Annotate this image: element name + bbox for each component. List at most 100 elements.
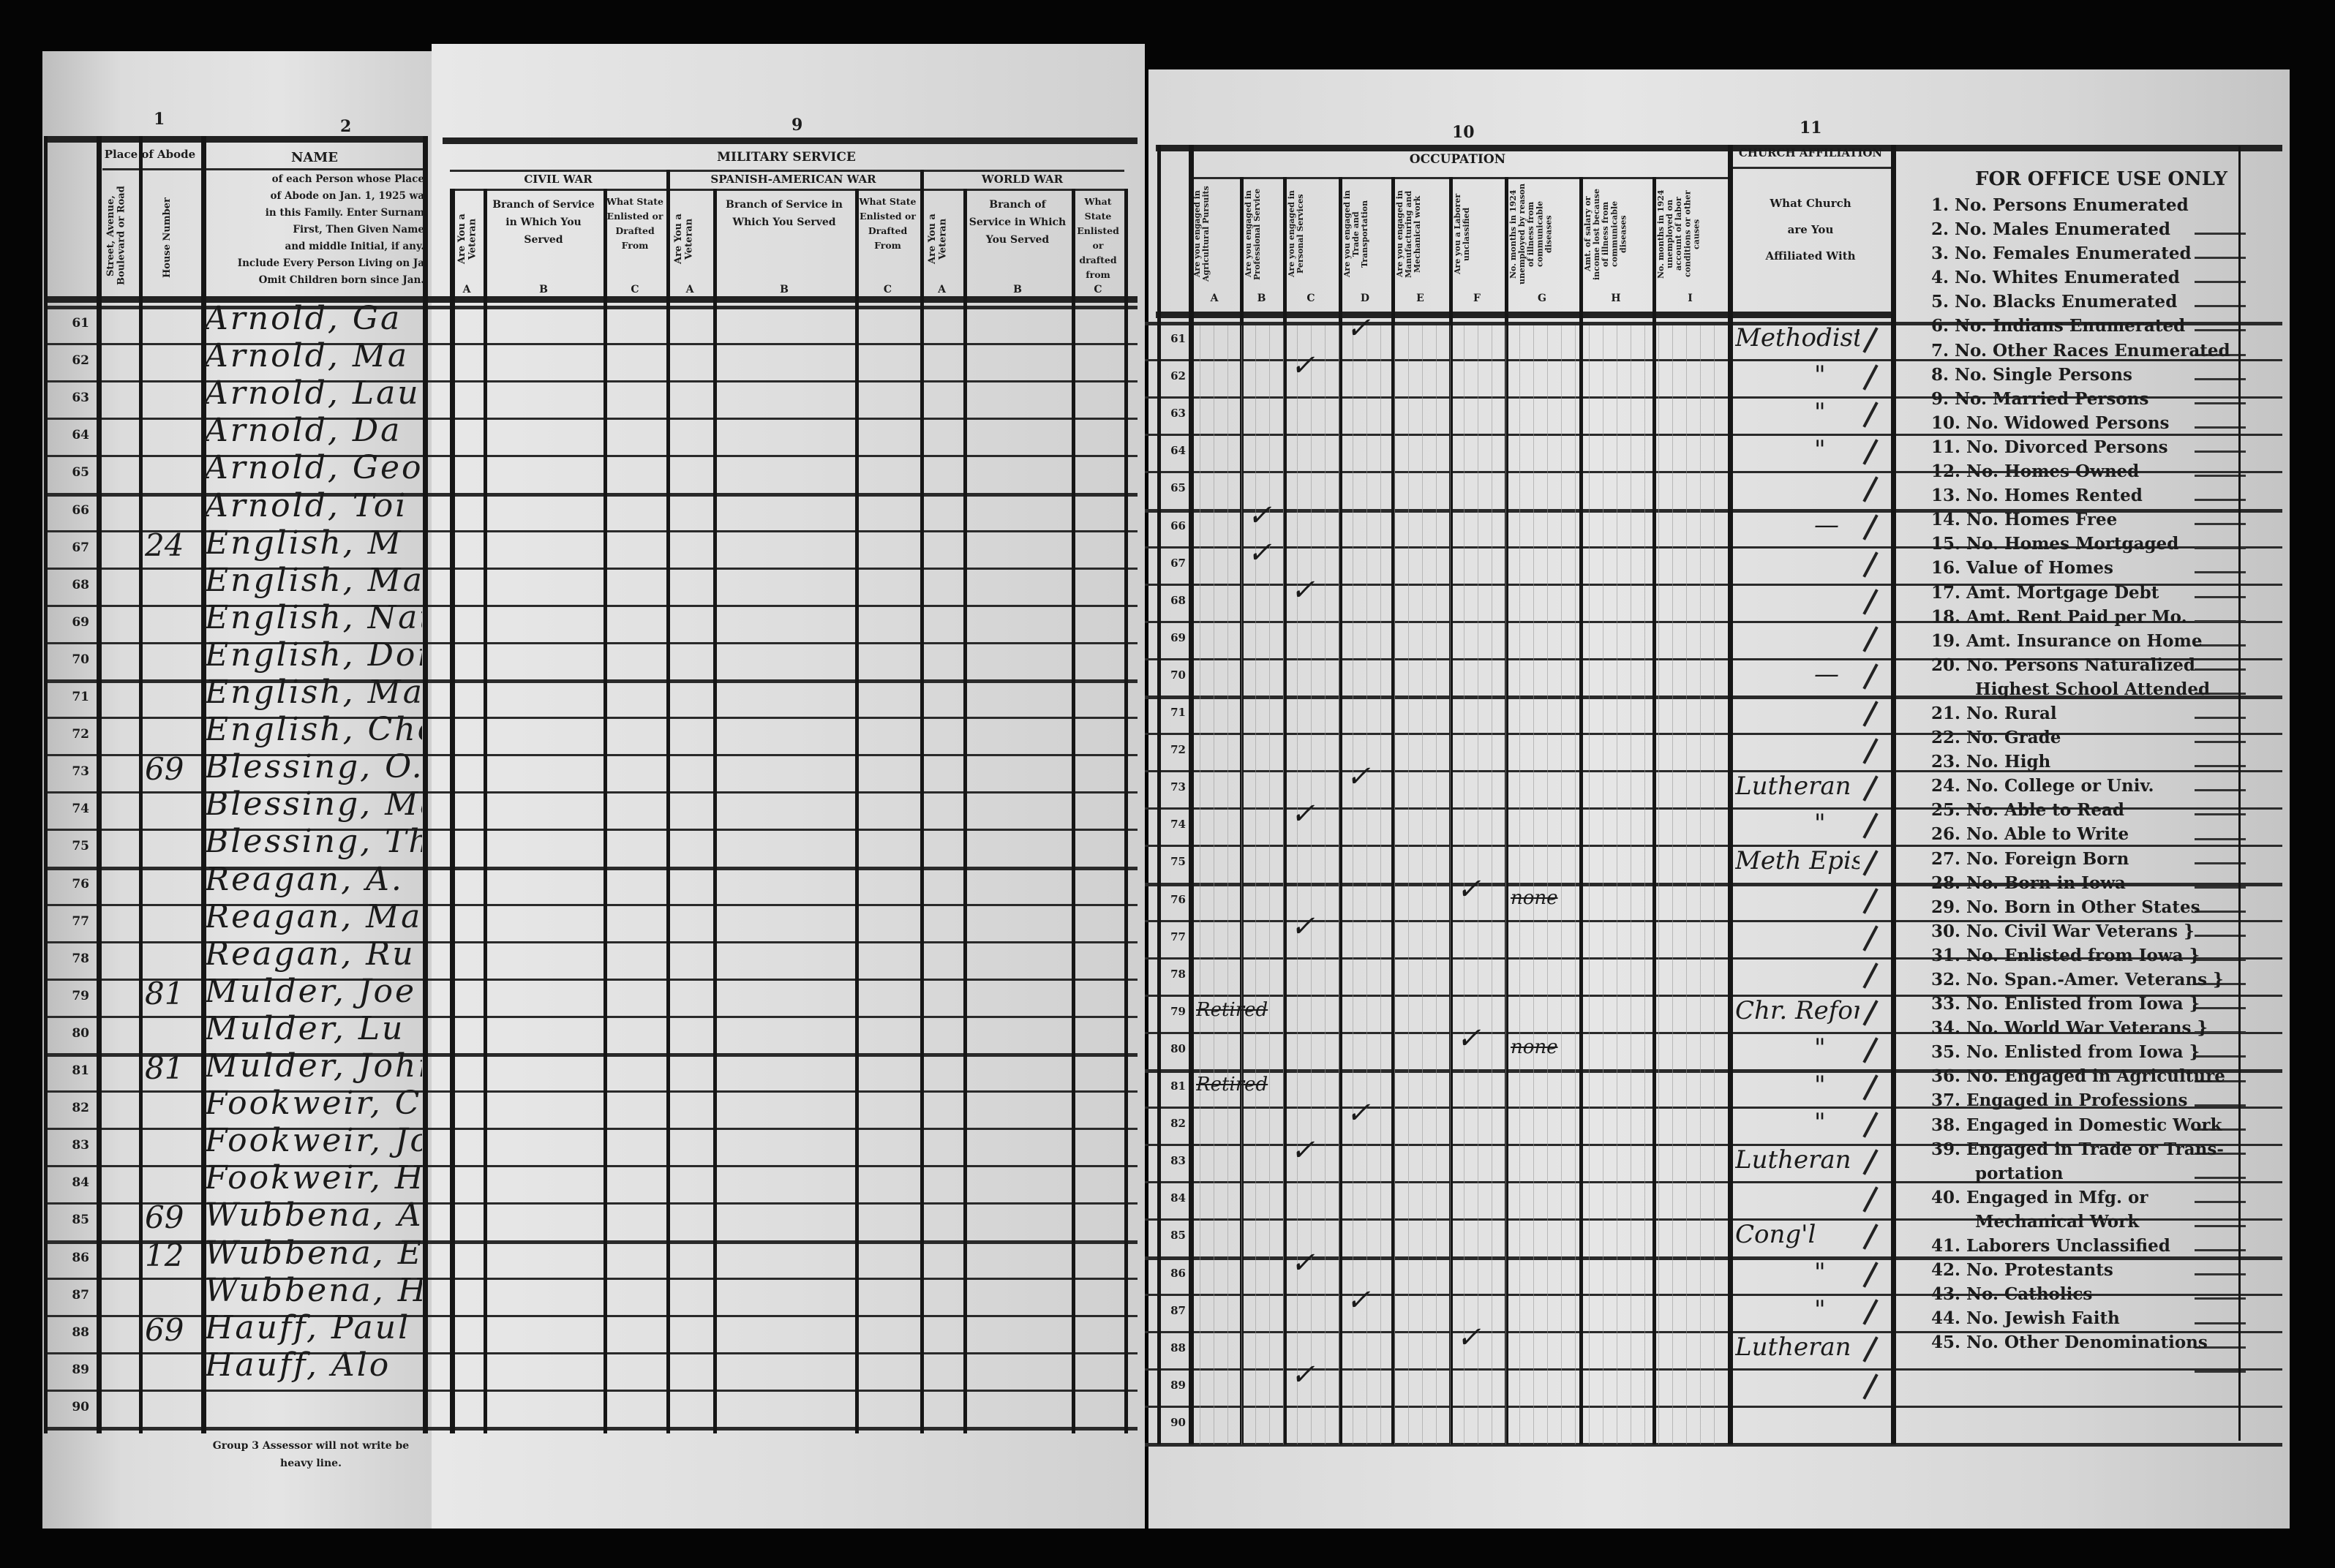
- row-number: 84: [72, 1175, 89, 1191]
- name-header: NAME: [290, 150, 339, 165]
- check-mark-icon: ✓: [1290, 909, 1315, 943]
- occupation-column-label: Are you a Laborer unclassified: [1453, 193, 1472, 275]
- occupation-entry: none: [1511, 886, 1558, 909]
- row-number: 70: [1170, 668, 1186, 682]
- row-divider: [44, 418, 1138, 421]
- name-instruction-line: in this Family. Enter Surnam: [265, 207, 424, 219]
- church-question-line: What Church: [1770, 197, 1851, 210]
- office-use-item: 18. Amt. Rent Paid per Mo.: [1931, 606, 2187, 627]
- header-rule: [443, 137, 1138, 144]
- tally-tick: [2195, 886, 2246, 889]
- check-mark-icon: ✓: [1456, 872, 1481, 906]
- row-number: 83: [1170, 1154, 1186, 1168]
- tally-tick: [2195, 934, 2246, 937]
- person-name: Arnold, Geo.: [205, 449, 422, 487]
- occupation-column-letter: I: [1688, 293, 1693, 304]
- faint-rule: [1422, 325, 1423, 1444]
- faint-rule: [1311, 325, 1312, 1444]
- faint-rule: [1450, 325, 1451, 1444]
- person-name: Reagan, Mar: [205, 897, 422, 935]
- office-use-item: 20. No. Persons Naturalized: [1931, 655, 2195, 675]
- house-number: 12: [145, 1237, 184, 1273]
- tally-tick: [2195, 1031, 2246, 1034]
- column-divider: [1339, 177, 1342, 1444]
- row-number: 82: [1170, 1117, 1186, 1131]
- occupation-entry: none: [1511, 1036, 1558, 1058]
- occupation-column-label: Are you engaged in Agricultural Pursuits: [1192, 186, 1211, 282]
- person-name: Blessing, The: [205, 823, 422, 861]
- column-divider: [666, 189, 670, 1433]
- office-use-panel: FOR OFFICE USE ONLY 1. No. Persons Enume…: [1931, 165, 2275, 1355]
- church-question: What Church are You Affiliated With: [1730, 190, 1891, 269]
- office-use-item: 30. No. Civil War Veterans }: [1931, 921, 2195, 941]
- row-number: 72: [1170, 743, 1186, 757]
- row-divider: [44, 1389, 1138, 1392]
- row-divider: [44, 829, 1138, 832]
- faint-rule: [1672, 325, 1673, 1444]
- footer-note: Group 3 Assessor will not write be heavy…: [201, 1437, 421, 1472]
- person-name: English, Don: [205, 636, 422, 674]
- office-use-item: 8. No. Single Persons: [1931, 364, 2132, 385]
- tally-tick: [2195, 619, 2246, 622]
- column-divider: [1124, 189, 1128, 1433]
- row-divider: [1145, 1443, 2282, 1447]
- row-divider: [1145, 845, 2282, 848]
- tally-tick: [2195, 523, 2246, 526]
- faint-rule: [1644, 325, 1645, 1444]
- person-name: Blessing, Ma: [205, 785, 422, 823]
- row-number: 68: [72, 577, 89, 592]
- column-divider: [1449, 177, 1453, 1444]
- church-entry: ": [1814, 1257, 1826, 1287]
- column-divider: [1652, 177, 1656, 1444]
- row-divider: [1145, 1405, 2282, 1408]
- office-use-item: portation: [1975, 1163, 2064, 1183]
- faint-rule: [1714, 325, 1715, 1444]
- row-divider: [44, 529, 1138, 532]
- person-name: Reagan, A.: [205, 860, 404, 898]
- office-use-item: 40. Engaged in Mfg. or: [1931, 1187, 2148, 1207]
- tally-tick: [2195, 571, 2246, 574]
- church-entry: Chr. Reform: [1735, 995, 1860, 1025]
- tally-tick: [2195, 1249, 2246, 1252]
- name-instruction-line: and middle Initial, if any.: [285, 241, 424, 252]
- row-divider: [1145, 919, 2282, 922]
- office-use-item: 17. Amt. Mortgage Debt: [1931, 582, 2159, 603]
- tally-tick: [2195, 426, 2246, 429]
- branch-of-service-question: Branch of Service in Which You Served: [726, 199, 843, 228]
- occupation-column-label: Are you engaged in Professional Service: [1244, 188, 1263, 280]
- row-divider: [1145, 1181, 2282, 1184]
- row-number: 83: [72, 1138, 89, 1153]
- tally-tick: [2195, 377, 2246, 380]
- row-number: 85: [72, 1213, 89, 1228]
- office-use-item: 11. No. Divorced Persons: [1931, 437, 2168, 457]
- office-use-item: 22. No. Grade: [1931, 728, 2061, 748]
- veteran-question: Are You a Veteran: [927, 214, 949, 265]
- church-entry: —: [1814, 510, 1839, 540]
- office-use-item: 15. No. Homes Mortgaged: [1931, 534, 2179, 554]
- row-divider: [44, 1053, 1138, 1057]
- column-divider: [97, 136, 102, 1433]
- check-mark-icon: ✓: [1290, 573, 1315, 607]
- row-number: 63: [72, 391, 89, 406]
- tally-tick: [2195, 1322, 2246, 1324]
- row-number: 86: [72, 1250, 89, 1265]
- column-letter: A: [462, 284, 471, 295]
- row-divider: [1145, 471, 2282, 474]
- office-use-item: 34. No. World War Veterans }: [1931, 1018, 2208, 1039]
- tally-tick: [2195, 402, 2246, 404]
- occupation-column-letter: D: [1360, 293, 1370, 304]
- tally-tick: [2195, 1152, 2246, 1155]
- office-use-item: 38. Engaged in Domestic Work: [1931, 1115, 2222, 1135]
- church-entry: —: [1814, 659, 1839, 689]
- row-number: 66: [72, 502, 89, 518]
- row-divider: [1145, 1069, 2282, 1073]
- office-use-item: 45. No. Other Denominations: [1931, 1333, 2208, 1353]
- office-use-item: Highest School Attended: [1975, 679, 2211, 699]
- row-number: 75: [1170, 855, 1186, 869]
- check-mark-icon: ✓: [1346, 760, 1371, 794]
- person-name: Arnold, Da: [205, 412, 402, 450]
- row-number: 69: [1170, 630, 1186, 644]
- row-divider: [1145, 994, 2282, 997]
- row-divider: [44, 717, 1138, 720]
- row-divider: [44, 978, 1138, 981]
